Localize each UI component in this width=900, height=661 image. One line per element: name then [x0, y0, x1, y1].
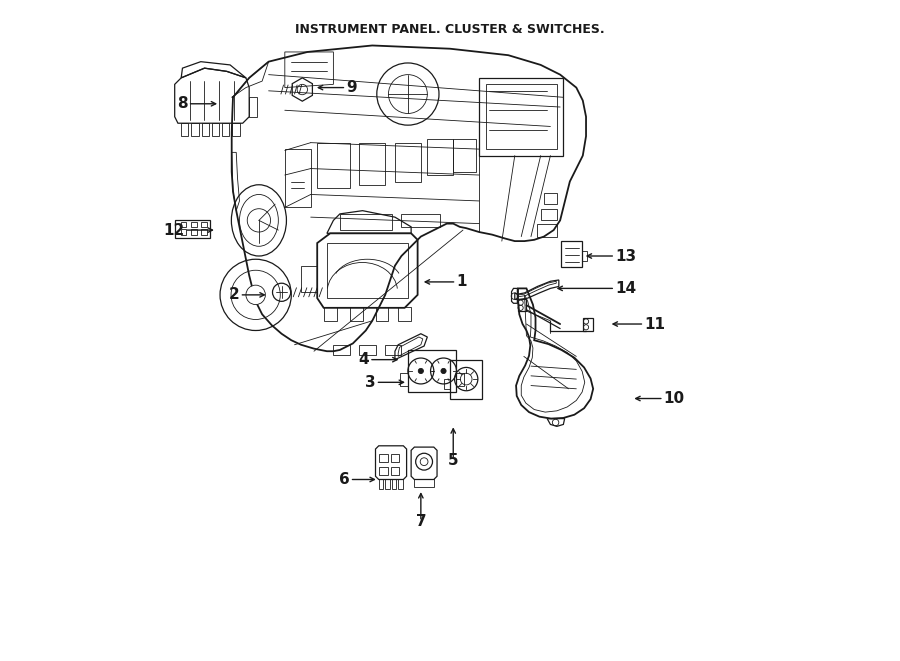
Bar	[392, 453, 400, 462]
Bar	[327, 243, 408, 298]
Bar	[192, 123, 199, 136]
Bar	[444, 379, 450, 389]
Bar	[408, 350, 456, 392]
Bar	[359, 143, 385, 184]
Bar	[398, 479, 402, 489]
Circle shape	[246, 285, 266, 305]
Bar	[582, 251, 588, 260]
Bar	[212, 123, 219, 136]
Bar	[454, 139, 476, 172]
Bar	[324, 307, 337, 321]
Bar	[385, 346, 401, 355]
Text: 5: 5	[448, 453, 459, 467]
Bar	[202, 123, 209, 136]
Text: 12: 12	[163, 223, 184, 237]
Bar	[202, 229, 207, 235]
Bar	[541, 209, 557, 220]
Bar	[284, 149, 310, 208]
Text: 3: 3	[364, 375, 375, 390]
Text: 9: 9	[346, 80, 357, 95]
Text: 8: 8	[177, 97, 187, 111]
Bar	[414, 479, 434, 487]
Bar	[359, 346, 375, 355]
Bar	[375, 307, 389, 321]
Bar	[456, 373, 464, 385]
Bar	[340, 214, 392, 230]
Text: 13: 13	[616, 249, 636, 264]
Bar	[450, 360, 482, 399]
Bar	[537, 223, 557, 237]
Bar	[380, 467, 388, 475]
Bar	[222, 123, 230, 136]
Bar	[202, 221, 207, 227]
Bar	[333, 346, 349, 355]
Bar	[544, 192, 557, 204]
Bar	[181, 229, 186, 235]
Text: 4: 4	[358, 352, 369, 367]
Bar	[380, 453, 388, 462]
Bar	[392, 467, 400, 475]
Text: INSTRUMENT PANEL. CLUSTER & SWITCHES.: INSTRUMENT PANEL. CLUSTER & SWITCHES.	[295, 23, 605, 36]
Text: 10: 10	[664, 391, 685, 406]
Bar	[181, 123, 188, 136]
Bar	[379, 479, 383, 489]
Text: 2: 2	[229, 288, 239, 302]
Bar	[191, 221, 197, 227]
Bar	[401, 214, 440, 227]
Bar	[479, 78, 563, 155]
Bar	[392, 479, 396, 489]
Bar	[400, 373, 408, 385]
Bar	[428, 139, 454, 175]
Bar	[385, 479, 390, 489]
Bar	[562, 241, 582, 267]
Bar	[398, 307, 411, 321]
Bar	[191, 229, 197, 235]
Bar	[349, 307, 363, 321]
Text: 7: 7	[416, 514, 427, 529]
Bar	[317, 143, 349, 188]
Circle shape	[441, 368, 446, 373]
Circle shape	[418, 368, 423, 373]
Text: 14: 14	[616, 281, 636, 296]
Bar	[181, 221, 186, 227]
Bar	[249, 97, 257, 117]
Text: 1: 1	[456, 274, 467, 290]
Text: 11: 11	[644, 317, 665, 332]
Text: 6: 6	[338, 472, 349, 487]
Circle shape	[420, 458, 428, 465]
Bar	[395, 143, 421, 182]
Bar	[232, 123, 239, 136]
Bar	[175, 219, 211, 238]
Bar	[486, 85, 557, 149]
